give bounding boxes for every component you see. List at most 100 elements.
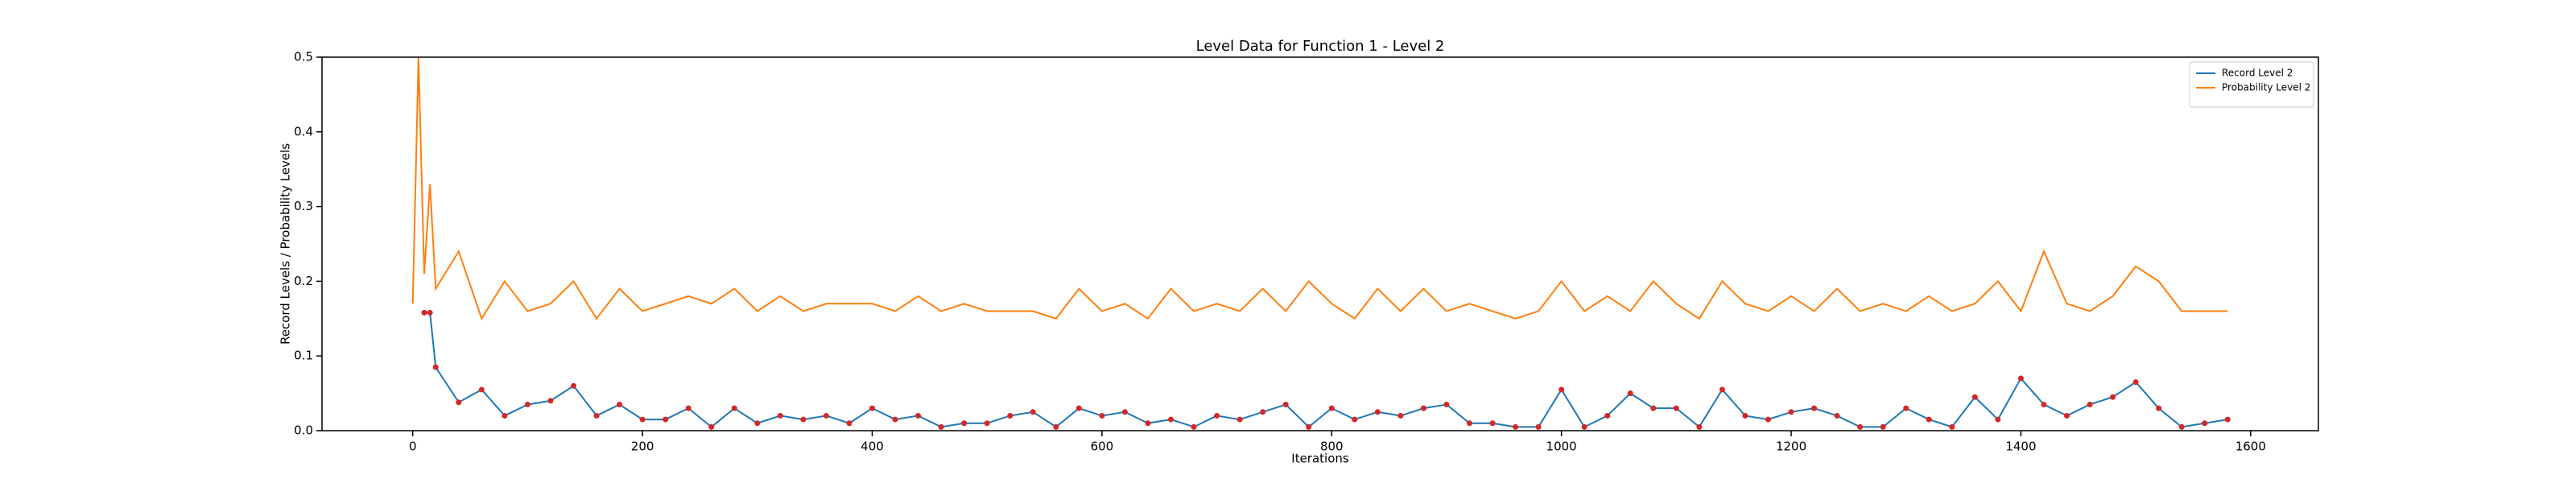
record-point [1696,423,1703,430]
record-point [570,382,576,389]
record-point [1099,412,1105,419]
record-point [1604,412,1611,419]
record-point [892,416,898,423]
x-tick-label: 0 [409,440,417,454]
record-point [1007,412,1013,419]
record-point [432,364,439,370]
record-point [1467,420,1473,427]
record-point [1191,423,1197,430]
y-tick-label: 0.3 [294,199,313,213]
record-point [663,416,669,423]
record-point [2064,412,2070,419]
plot-frame [321,56,2319,431]
x-tick-label: 200 [631,440,654,454]
record-point [1971,394,1978,400]
record-point [1328,405,1335,411]
y-tick-label: 0.5 [294,50,313,64]
record-point [754,420,761,427]
record-point [869,405,875,411]
record-point [2110,394,2116,400]
record-point [2156,405,2162,411]
record-point [1214,412,1220,419]
record-point [938,423,944,430]
legend-box [2189,61,2314,108]
record-point [1558,386,1565,393]
record-point [1535,423,1542,430]
record-point [1903,405,1909,411]
record-point [1673,405,1679,411]
record-point [1236,416,1243,423]
record-point [1420,405,1426,411]
record-point [1949,423,1955,430]
record-point [1719,386,1725,393]
record-point [846,420,852,427]
series-line [423,312,2228,428]
record-point [708,423,715,430]
y-tick-label: 0.1 [294,349,313,363]
record-point [2017,375,2024,382]
record-point [2178,423,2185,430]
record-point [1926,416,1932,423]
record-point [2202,420,2208,427]
x-axis-label: Iterations [1291,452,1349,466]
record-point [421,309,427,316]
record-point [1145,420,1151,427]
record-point [2224,416,2231,423]
record-point [1581,423,1587,430]
record-point [1053,423,1059,430]
record-point [961,420,968,427]
record-point [1742,412,1748,419]
x-tick-label: 800 [1320,440,1344,454]
record-point [1995,416,2001,423]
record-point [2087,402,2093,408]
record-point [593,412,600,419]
record-point [617,402,623,408]
record-point [1397,412,1404,419]
series-line [411,57,2228,321]
record-point [1306,423,1312,430]
x-tick-label: 600 [1091,440,1114,454]
record-point [1650,405,1657,411]
record-point [984,420,990,427]
record-point [1260,409,1266,415]
y-tick-label: 0.0 [294,423,313,438]
record-point [456,399,462,406]
record-point [547,398,554,404]
x-tick-label: 1400 [2005,440,2036,454]
record-point [1513,423,1519,430]
legend: Record Level 2 Probability Level 2 [2189,61,2314,108]
record-point [427,309,433,316]
x-tick-label: 1000 [1546,440,1577,454]
y-tick-label: 0.2 [294,274,313,288]
chart-title: Level Data for Function 1 - Level 2 [1196,38,1445,55]
record-point [777,412,783,419]
y-tick-label: 0.4 [294,124,313,138]
record-point [1788,409,1794,415]
record-point [639,416,646,423]
legend-label: Probability Level 2 [2222,82,2310,93]
record-point [1030,409,1036,415]
record-point [2041,402,2047,408]
y-axis-label: Record Levels / Probability Levels [279,143,293,345]
record-point [1627,390,1633,397]
x-tick-label: 400 [861,440,884,454]
legend-label: Record Level 2 [2222,68,2293,79]
x-tick-label: 1200 [1776,440,1806,454]
record-point [502,412,508,419]
record-point [823,412,829,419]
record-point [731,405,737,411]
record-point [478,386,485,393]
record-point [1282,402,1289,408]
record-point [1121,409,1128,415]
record-point [1834,412,1840,419]
record-point [1352,416,1358,423]
record-point [800,416,807,423]
record-point [1857,423,1864,430]
record-point [1374,409,1381,415]
record-point [915,412,922,419]
record-point [524,402,530,408]
record-point [685,405,691,411]
x-tick-label: 1600 [2235,440,2266,454]
record-point [1489,420,1496,427]
